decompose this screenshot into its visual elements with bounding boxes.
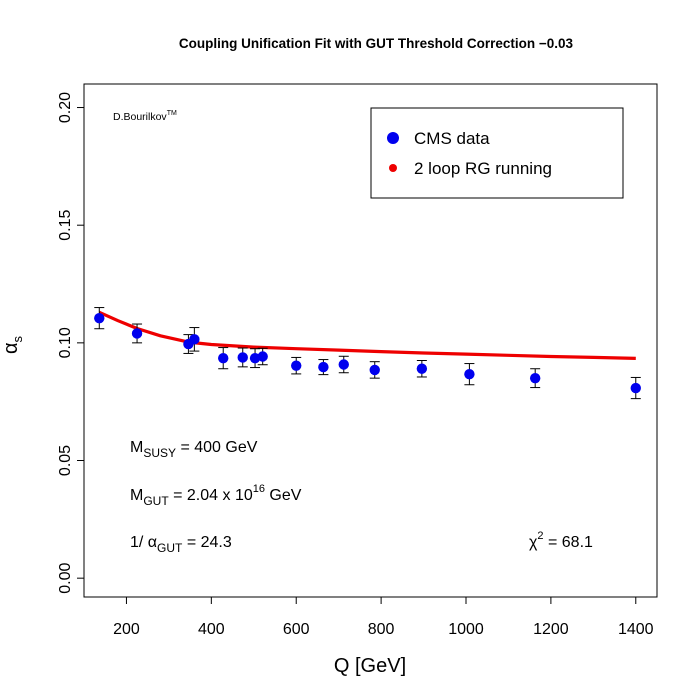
cms-data-point bbox=[529, 368, 541, 389]
legend-box bbox=[370, 107, 624, 199]
cms-point-marker bbox=[630, 382, 641, 394]
cms-data-point bbox=[94, 307, 105, 330]
cms-point-marker bbox=[338, 359, 349, 370]
cms-data-point bbox=[257, 347, 268, 366]
cms-point-marker bbox=[218, 352, 229, 364]
cms-data-point bbox=[338, 355, 349, 374]
cms-point-marker bbox=[257, 351, 268, 362]
chart-title: Coupling Unification Fit with GUT Thresh… bbox=[179, 36, 574, 51]
legend-label-rg: 2 loop RG running bbox=[414, 159, 552, 178]
x-tick-label: 800 bbox=[368, 621, 395, 638]
cms-point-marker bbox=[318, 361, 329, 373]
cms-data-point bbox=[416, 360, 428, 378]
y-axis-label: αs bbox=[0, 335, 25, 354]
x-tick-label: 1200 bbox=[533, 621, 569, 638]
cms-point-marker bbox=[189, 334, 200, 345]
x-axis: 200 400 600 800 1000 1200 1400 bbox=[113, 597, 654, 638]
msusy-annotation: MSUSY = 400 GeV bbox=[130, 439, 258, 460]
cms-point-marker bbox=[131, 328, 143, 339]
cms-point-marker bbox=[369, 364, 380, 376]
cms-data-point bbox=[630, 376, 641, 400]
x-tick-label: 1400 bbox=[618, 621, 654, 638]
cms-points-layer bbox=[94, 307, 641, 400]
cms-data-point bbox=[218, 347, 229, 370]
cms-data-point bbox=[237, 347, 248, 368]
plot-frame bbox=[83, 83, 658, 598]
cms-point-marker bbox=[291, 360, 302, 371]
y-tick-label: 0.20 bbox=[57, 92, 74, 123]
cms-point-marker bbox=[416, 363, 428, 374]
cms-data-point bbox=[291, 356, 302, 375]
rg-running-line bbox=[98, 310, 636, 360]
y-axis-label-main: α bbox=[0, 342, 22, 354]
x-tick-label: 200 bbox=[113, 621, 140, 638]
y-tick-label: 0.00 bbox=[57, 563, 74, 594]
cms-data-point bbox=[131, 323, 143, 344]
cms-data-point bbox=[189, 327, 200, 352]
cms-data-point bbox=[318, 359, 329, 376]
cms-data-point bbox=[464, 363, 475, 386]
cms-point-marker bbox=[237, 352, 248, 363]
alpha-gut-annotation: 1/ αGUT = 24.3 bbox=[130, 534, 232, 555]
x-tick-label: 600 bbox=[283, 621, 310, 638]
x-axis-label: Q [GeV] bbox=[334, 655, 406, 677]
legend-marker-rg bbox=[389, 164, 397, 172]
x-tick-label: 400 bbox=[198, 621, 225, 638]
svg-text:αs: αs bbox=[0, 335, 25, 354]
legend-marker-cms bbox=[387, 132, 399, 144]
cms-point-marker bbox=[464, 368, 475, 380]
x-tick-label: 1000 bbox=[448, 621, 484, 638]
y-tick-label: 0.10 bbox=[57, 327, 74, 358]
cms-point-marker bbox=[94, 312, 105, 324]
author-label: D.BourilkovTM bbox=[113, 110, 177, 123]
legend-label-cms: CMS data bbox=[414, 129, 490, 148]
rg-curve-layer bbox=[98, 310, 636, 360]
cms-data-point bbox=[369, 361, 380, 379]
mgut-annotation: MGUT = 2.04 x 1016 GeV bbox=[130, 483, 302, 508]
y-axis-label-sub: s bbox=[10, 335, 25, 342]
cms-point-marker bbox=[529, 372, 541, 384]
y-tick-label: 0.05 bbox=[57, 445, 74, 476]
chi-squared-annotation: χ2 = 68.1 bbox=[529, 530, 593, 551]
y-axis: 0.00 0.05 0.10 0.15 0.20 bbox=[57, 92, 84, 594]
legend: CMS data 2 loop RG running bbox=[370, 107, 624, 199]
y-tick-label: 0.15 bbox=[57, 210, 74, 241]
